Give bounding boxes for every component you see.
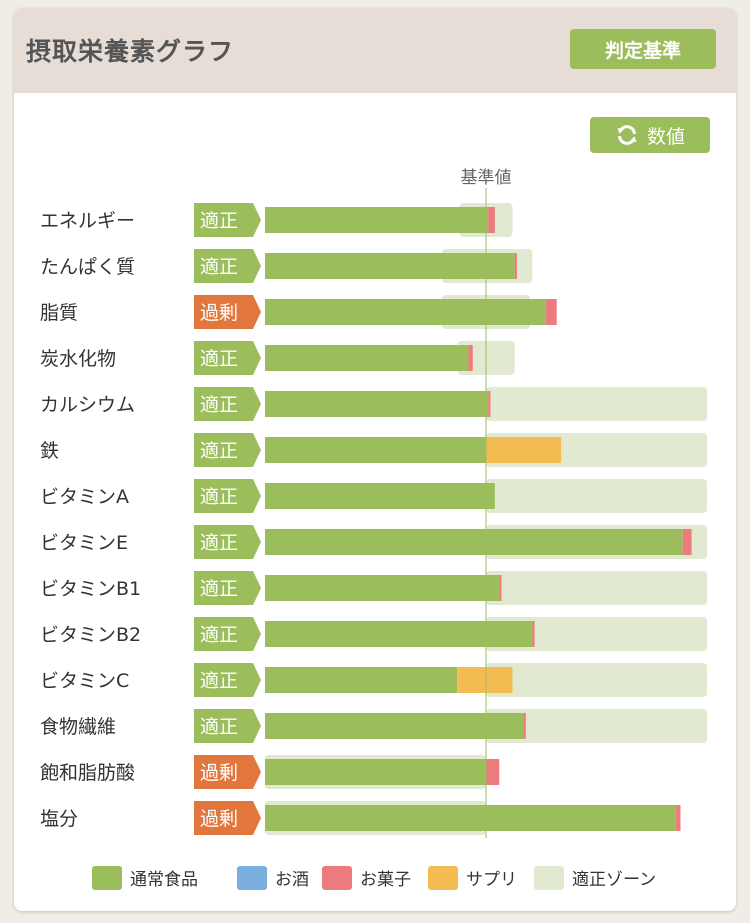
zone-band [486,479,707,513]
category-label: 塩分 [40,808,78,830]
status-badge [194,709,261,743]
legend-swatch [534,866,564,890]
category-label: 食物繊維 [40,716,116,738]
status-label: 過剰 [200,302,238,324]
category-label: カルシウム [40,394,135,416]
legend-swatch [92,866,122,890]
legend-label: お菓子 [360,870,411,890]
status-label: 適正 [200,624,238,646]
bar-segment [265,667,458,693]
status-badge [194,801,261,835]
category-label: たんぱく質 [40,256,135,278]
bar-segment [523,713,526,739]
status-label: 過剰 [200,762,238,784]
legend-label: お酒 [275,870,309,890]
bar-segment [532,621,535,647]
category-label: 炭水化物 [40,348,116,370]
bar-segment [486,437,562,463]
bar-segment [265,299,546,325]
bar-segment [486,759,500,785]
page-title: 摂取栄養素グラフ [26,37,235,66]
values-toggle-button[interactable]: 数値 [590,117,710,153]
refresh-icon [617,125,637,145]
category-label: 飽和脂肪酸 [40,762,135,784]
legend-swatch [237,866,267,890]
bar-segment [265,575,500,601]
status-badge [194,387,261,421]
bar-segment [265,805,677,831]
category-label: ビタミンC [40,670,129,692]
status-badge [194,295,261,329]
legend-swatch [428,866,458,890]
status-badge [194,203,261,237]
status-badge [194,755,261,789]
status-badge [194,525,261,559]
legend-swatch [322,866,352,890]
status-label: 適正 [200,210,238,232]
criteria-button[interactable]: 判定基準 [570,29,716,69]
status-label: 適正 [200,440,238,462]
bar-segment [514,253,517,279]
bar-segment [265,207,489,233]
nutrient-chart-card: 摂取栄養素グラフ 判定基準 数値 エネルギー 適正 たんぱく質 適正 脂質 過剰 炭水化物適… [14,8,736,911]
bar-segment [676,805,681,831]
values-button-label: 数値 [646,125,685,148]
bar-segment [468,345,473,371]
bar-segment [488,391,491,417]
status-label: 適正 [200,348,238,370]
reference-label: 基準値 [461,168,512,188]
category-label: ビタミンB2 [40,624,141,646]
bar-segment [265,345,469,371]
bar-segment [545,299,557,325]
zone-band [486,663,707,697]
status-label: 適正 [200,532,238,554]
bar-segment [499,575,502,601]
status-label: 適正 [200,394,238,416]
card-header: 摂取栄養素グラフ 判定基準 [14,8,736,93]
status-badge [194,617,261,651]
bar-segment [265,759,486,785]
legend-label: サプリ [466,870,517,890]
category-label: 鉄 [40,440,59,462]
status-label: 適正 [200,578,238,600]
category-label: ビタミンB1 [40,578,141,600]
bar-segment [265,253,515,279]
status-badge [194,433,261,467]
bar-segment [265,483,495,509]
status-label: 適正 [200,716,238,738]
zone-band [486,617,707,651]
zone-band [486,709,707,743]
bar-segment [265,391,489,417]
status-label: 適正 [200,256,238,278]
legend-label: 適正ゾーン [572,870,656,890]
status-label: 適正 [200,670,238,692]
bar-segment [488,207,495,233]
status-label: 適正 [200,486,238,508]
status-label: 過剰 [200,808,238,830]
legend-label: 通常食品 [130,870,198,890]
zone-band [486,571,707,605]
bar-segment [265,529,683,555]
bar-segment [265,713,524,739]
status-badge [194,341,261,375]
bar-segment [265,437,486,463]
bar-segment [265,621,533,647]
category-label: エネルギー [40,210,135,232]
status-badge [194,249,261,283]
category-label: ビタミンE [40,532,128,554]
zone-band [486,387,707,421]
category-label: 脂質 [40,302,78,324]
category-label: ビタミンA [40,486,129,508]
bar-segment [457,667,513,693]
status-badge [194,663,261,697]
bar-segment [682,529,692,555]
status-badge [194,571,261,605]
status-badge [194,479,261,513]
